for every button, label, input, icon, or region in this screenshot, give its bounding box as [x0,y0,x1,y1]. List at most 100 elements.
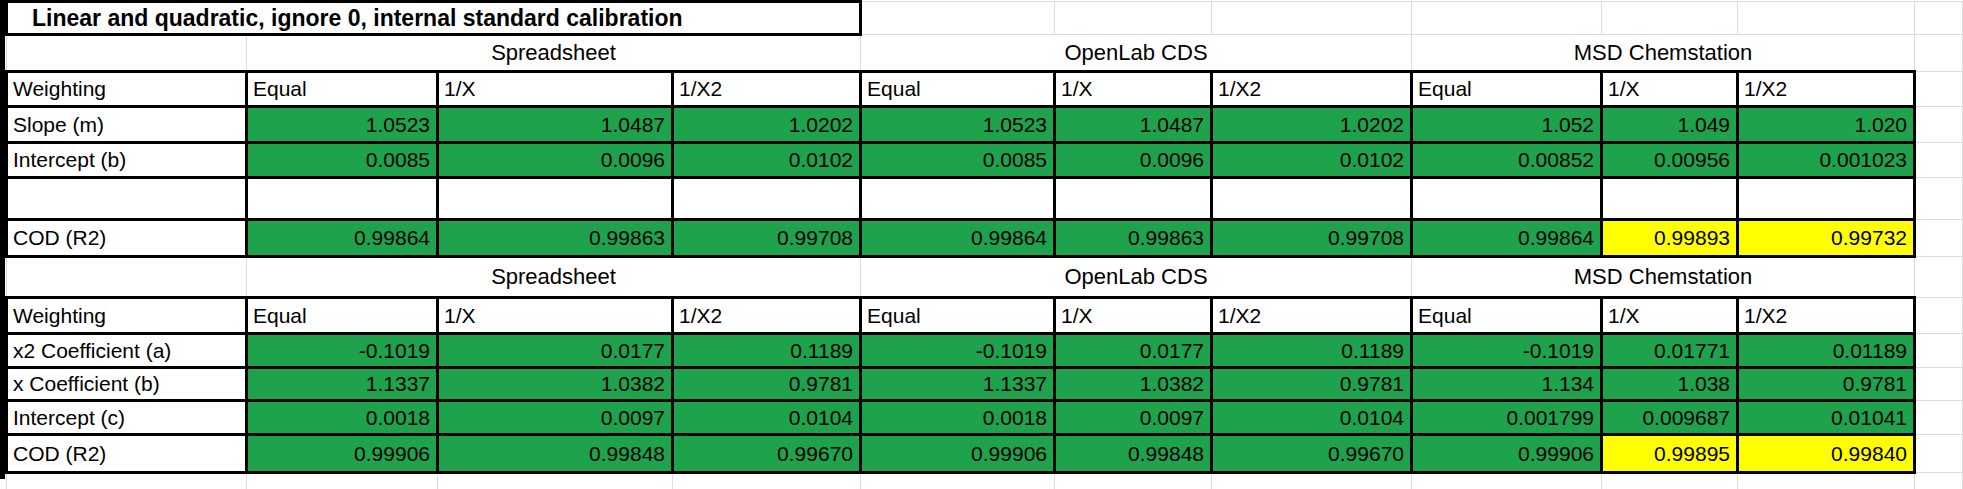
row-label-cell[interactable]: Intercept (c) [7,401,247,435]
weighting-option-cell[interactable]: 1/X2 [673,72,861,107]
software-group-header[interactable]: OpenLab CDS [861,257,1412,298]
value-cell[interactable]: 0.99848 [438,435,673,473]
value-cell[interactable]: 1.0523 [247,107,438,143]
weighting-option-cell[interactable]: Equal [247,298,438,334]
grid-filler-cell[interactable] [1915,143,1963,178]
grid-filler-cell[interactable] [1915,334,1963,368]
software-group-header[interactable]: Spreadsheet [247,257,861,298]
empty-cell[interactable] [1055,2,1212,35]
grid-filler-cell[interactable] [1915,435,1963,473]
value-cell[interactable]: 1.049 [1602,107,1738,143]
weighting-option-cell[interactable]: 1/X [1055,72,1212,107]
value-cell[interactable]: 0.99906 [1412,435,1602,473]
grid-filler-cell[interactable] [1915,178,1963,220]
value-cell[interactable]: 0.0097 [438,401,673,435]
weighting-option-cell[interactable]: 1/X [438,298,673,334]
value-cell[interactable]: 0.00956 [1602,143,1738,178]
value-cell[interactable]: 0.001023 [1738,143,1915,178]
value-cell[interactable]: 0.0104 [1212,401,1412,435]
grid-filler-cell[interactable] [1738,473,1915,489]
value-cell[interactable]: 0.99864 [861,220,1055,257]
grid-filler-cell[interactable] [1212,473,1412,489]
value-cell[interactable]: -0.1019 [247,334,438,368]
value-cell[interactable]: -0.1019 [861,334,1055,368]
value-cell[interactable]: 0.0085 [247,143,438,178]
value-cell[interactable]: 0.99864 [247,220,438,257]
value-cell[interactable]: 0.01771 [1602,334,1738,368]
grid-filler-cell[interactable] [1915,2,1963,35]
grid-filler-cell[interactable] [1915,35,1963,72]
value-cell[interactable]: -0.1019 [1412,334,1602,368]
value-cell[interactable]: 0.99670 [673,435,861,473]
value-cell[interactable]: 0.99906 [247,435,438,473]
grid-filler-cell[interactable] [1915,401,1963,435]
grid-filler-cell[interactable] [1055,473,1212,489]
value-cell[interactable]: 1.0487 [438,107,673,143]
empty-cell[interactable] [1412,2,1602,35]
value-cell[interactable]: 0.0177 [438,334,673,368]
weighting-option-cell[interactable]: 1/X2 [673,298,861,334]
value-cell[interactable]: 0.0102 [1212,143,1412,178]
grid-filler-cell[interactable] [438,473,673,489]
value-cell[interactable]: 0.0177 [1055,334,1212,368]
weighting-option-cell[interactable]: Equal [861,72,1055,107]
value-cell[interactable]: 1.0202 [673,107,861,143]
value-cell[interactable]: 1.038 [1602,368,1738,401]
value-cell[interactable]: 1.052 [1412,107,1602,143]
value-cell[interactable]: 0.9781 [1212,368,1412,401]
value-cell[interactable]: 1.0382 [1055,368,1212,401]
weighting-option-cell[interactable]: 1/X [1602,298,1738,334]
weighting-option-cell[interactable]: Equal [1412,298,1602,334]
weighting-option-cell[interactable]: 1/X [1055,298,1212,334]
row-label-cell[interactable]: x Coefficient (b) [7,368,247,401]
empty-cell[interactable] [1738,2,1915,35]
value-cell[interactable]: 0.99895 [1602,435,1738,473]
title-cell[interactable]: Linear and quadratic, ignore 0, internal… [7,2,861,35]
grid-filler-cell[interactable] [1915,368,1963,401]
value-cell[interactable]: 0.99848 [1055,435,1212,473]
weighting-option-cell[interactable]: 1/X [438,72,673,107]
weighting-option-cell[interactable]: Equal [1412,72,1602,107]
grid-filler-cell[interactable] [1412,473,1602,489]
value-cell[interactable]: 0.01041 [1738,401,1915,435]
value-cell[interactable] [861,178,1055,220]
grid-filler-cell[interactable] [1915,72,1963,107]
weighting-option-cell[interactable]: Equal [247,72,438,107]
grid-filler-cell[interactable] [1915,298,1963,334]
value-cell[interactable] [1412,178,1602,220]
value-cell[interactable] [1738,178,1915,220]
empty-cell[interactable] [861,2,1055,35]
value-cell[interactable] [673,178,861,220]
row-label-cell[interactable]: COD (R2) [7,435,247,473]
value-cell[interactable]: 0.0096 [438,143,673,178]
grid-filler-cell[interactable] [1915,107,1963,143]
weighting-option-cell[interactable]: 1/X [1602,72,1738,107]
grid-filler-cell[interactable] [1915,257,1963,298]
weighting-option-cell[interactable]: 1/X2 [1212,72,1412,107]
row-label-cell[interactable] [7,178,247,220]
software-group-header[interactable]: OpenLab CDS [861,35,1412,72]
value-cell[interactable]: 0.01189 [1738,334,1915,368]
software-group-header[interactable]: MSD Chemstation [1412,35,1915,72]
value-cell[interactable]: 1.1337 [247,368,438,401]
empty-cell[interactable] [1602,2,1738,35]
software-group-header[interactable]: Spreadsheet [247,35,861,72]
value-cell[interactable]: 1.020 [1738,107,1915,143]
value-cell[interactable]: 0.0085 [861,143,1055,178]
value-cell[interactable] [1055,178,1212,220]
value-cell[interactable]: 0.99670 [1212,435,1412,473]
value-cell[interactable]: 0.0102 [673,143,861,178]
value-cell[interactable]: 0.99906 [861,435,1055,473]
value-cell[interactable]: 1.1337 [861,368,1055,401]
value-cell[interactable]: 0.0018 [247,401,438,435]
weighting-option-cell[interactable]: 1/X2 [1212,298,1412,334]
row-label-cell[interactable]: COD (R2) [7,220,247,257]
value-cell[interactable]: 0.1189 [673,334,861,368]
value-cell[interactable]: 0.0097 [1055,401,1212,435]
value-cell[interactable]: 1.0487 [1055,107,1212,143]
grid-filler-cell[interactable] [7,473,247,489]
grid-filler-cell[interactable] [1915,473,1963,489]
value-cell[interactable]: 0.99708 [1212,220,1412,257]
value-cell[interactable]: 0.99863 [438,220,673,257]
value-cell[interactable]: 0.9781 [1738,368,1915,401]
